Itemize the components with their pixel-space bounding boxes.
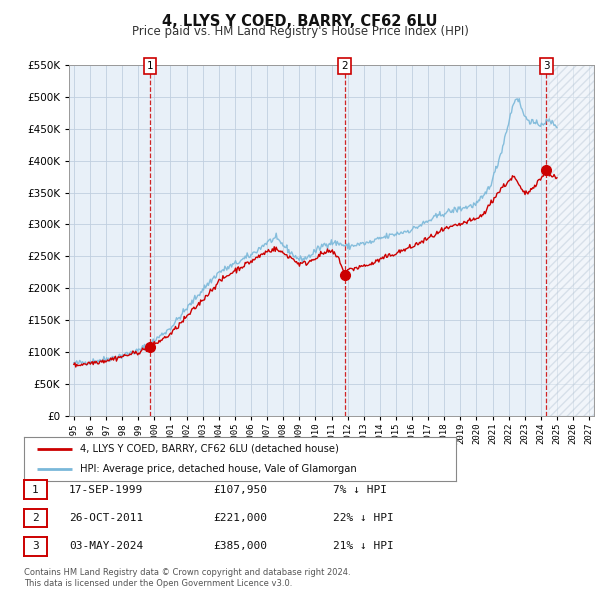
Text: 3: 3 bbox=[543, 61, 550, 71]
Text: 1: 1 bbox=[32, 485, 39, 494]
Text: HPI: Average price, detached house, Vale of Glamorgan: HPI: Average price, detached house, Vale… bbox=[80, 464, 357, 474]
Text: £107,950: £107,950 bbox=[213, 485, 267, 494]
Text: 2: 2 bbox=[32, 513, 39, 523]
Text: 22% ↓ HPI: 22% ↓ HPI bbox=[333, 513, 394, 523]
Text: 2: 2 bbox=[341, 61, 348, 71]
Text: Contains HM Land Registry data © Crown copyright and database right 2024.
This d: Contains HM Land Registry data © Crown c… bbox=[24, 568, 350, 588]
Text: £221,000: £221,000 bbox=[213, 513, 267, 523]
Text: 03-MAY-2024: 03-MAY-2024 bbox=[69, 542, 143, 551]
Text: 4, LLYS Y COED, BARRY, CF62 6LU: 4, LLYS Y COED, BARRY, CF62 6LU bbox=[162, 14, 438, 28]
Text: 1: 1 bbox=[146, 61, 153, 71]
Bar bbox=[549, 65, 594, 416]
Text: Price paid vs. HM Land Registry's House Price Index (HPI): Price paid vs. HM Land Registry's House … bbox=[131, 25, 469, 38]
Text: 21% ↓ HPI: 21% ↓ HPI bbox=[333, 542, 394, 551]
Text: £385,000: £385,000 bbox=[213, 542, 267, 551]
Text: 3: 3 bbox=[32, 542, 39, 551]
Text: 17-SEP-1999: 17-SEP-1999 bbox=[69, 485, 143, 494]
Text: 26-OCT-2011: 26-OCT-2011 bbox=[69, 513, 143, 523]
Text: 7% ↓ HPI: 7% ↓ HPI bbox=[333, 485, 387, 494]
Text: 4, LLYS Y COED, BARRY, CF62 6LU (detached house): 4, LLYS Y COED, BARRY, CF62 6LU (detache… bbox=[80, 444, 339, 454]
